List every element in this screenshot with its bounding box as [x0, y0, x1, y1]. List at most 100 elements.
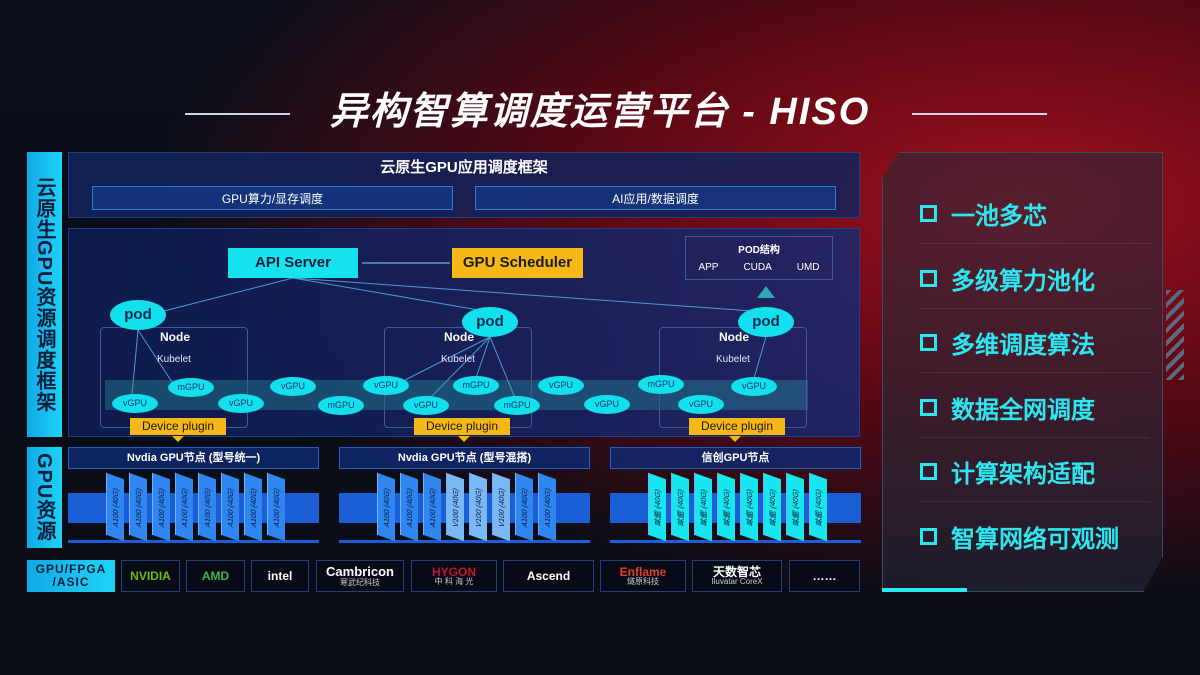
gpu-scheduler-box: GPU Scheduler: [452, 248, 583, 278]
vendor-subname: Iluvatar CoreX: [711, 577, 763, 587]
pod-structure-app: APP: [698, 262, 719, 273]
mgpu-ellipse: mGPU: [494, 396, 540, 415]
vendor-logo-7: Enflame 燧原科技: [600, 560, 686, 592]
vendor-logo-3: intel: [251, 560, 309, 592]
pod-structure-cuda: CUDA: [743, 262, 772, 273]
vendor-logo-4: Cambricon 寒武纪科技: [316, 560, 404, 592]
vgpu-ellipse: vGPU: [538, 376, 584, 395]
down-arrow-icon: [458, 436, 470, 442]
checkbox-icon: [920, 398, 937, 416]
gpu-chip-label: 昇腾 (40G): [791, 487, 800, 527]
gpu-chip-label: A100 (40G): [134, 486, 143, 529]
feature-label: 多级算力池化: [951, 267, 1095, 295]
checkbox-icon: [920, 334, 937, 352]
feature-label: 数据全网调度: [951, 396, 1095, 424]
title-decoration-right: [912, 113, 1047, 115]
vendor-logo-8: 天数智芯 Iluvatar CoreX: [692, 560, 782, 592]
gpu-chip: A100 (40G): [400, 472, 418, 542]
mgpu-ellipse: mGPU: [638, 375, 684, 394]
gpu-chip: A100 (40G): [106, 472, 124, 542]
gpu-chip: 昇腾 (40G): [740, 472, 758, 542]
gpu-chip-label: A100 (40G): [180, 486, 189, 529]
gpu-chip: A100 (40G): [221, 472, 239, 542]
gpu-chip-label: 昇腾 (40G): [768, 487, 777, 527]
pod-ellipse: pod: [738, 307, 794, 337]
line-pod2-a: [404, 336, 491, 381]
feature-label: 智算网络可观测: [951, 526, 1119, 553]
gpu-node-floor: [339, 540, 590, 543]
node-label: Node: [444, 330, 474, 344]
vendor-name: Cambricon: [326, 563, 394, 579]
gpu-chip: 昇腾 (40G): [671, 472, 689, 542]
vendor-name: Enflame: [619, 564, 667, 579]
device-plugin-box: Device plugin: [414, 418, 510, 435]
features-panel: [882, 152, 1163, 592]
feature-item: 一池多芯: [920, 196, 1047, 231]
resources-side-label: GPU资源: [27, 447, 62, 548]
framework-side-label: 云原生GPU资源调度框架: [27, 152, 62, 437]
checkbox-icon: [920, 463, 937, 481]
vgpu-ellipse: vGPU: [403, 396, 449, 415]
gpu-node-header: Nvdia GPU节点 (型号统一): [68, 447, 319, 469]
gpu-chip: A100 (40G): [129, 472, 147, 542]
gpu-chip-label: A100 (40G): [405, 486, 414, 529]
gpu-chip-label: 昇腾 (40G): [676, 487, 685, 527]
gpu-chip-label: 昇腾 (40G): [814, 487, 823, 527]
vendor-subname: 燧原科技: [627, 577, 659, 587]
pod-structure-title: POD结构: [738, 245, 780, 256]
gpu-chip: 昇腾 (40G): [809, 472, 827, 542]
vendor-subname: 中 科 海 光: [434, 577, 474, 587]
mgpu-ellipse: mGPU: [318, 396, 364, 415]
gpu-chip-label: 昇腾 (40G): [745, 487, 754, 527]
feature-divider: [920, 501, 1150, 503]
gpu-chip: 昇腾 (40G): [694, 472, 712, 542]
device-plugin-box: Device plugin: [130, 418, 226, 435]
kubelet-label: Kubelet: [441, 354, 475, 365]
vendor-logo-5: HYGON 中 科 海 光: [411, 560, 497, 592]
gpu-chip-label: V100 (40G): [497, 486, 506, 529]
gpu-chip: 昇腾 (40G): [717, 472, 735, 542]
vendor-name: Ascend: [526, 568, 571, 583]
feature-divider: [920, 372, 1150, 374]
gpu-chip: V100 (40G): [492, 472, 510, 542]
line-api-pod3: [292, 277, 767, 313]
panel-accent-bar: [882, 588, 967, 592]
vendor-logo-9: ……: [789, 560, 860, 592]
vendor-name: ……: [812, 568, 837, 583]
vendor-subname: 寒武纪科技: [340, 577, 380, 587]
vgpu-ellipse: vGPU: [731, 377, 777, 396]
gpu-chip: V100 (40G): [446, 472, 464, 542]
gpu-chip-label: A100 (40G): [520, 486, 529, 529]
gpu-chip: A100 (40G): [267, 472, 285, 542]
mgpu-ellipse: mGPU: [168, 378, 214, 397]
gpu-chip: 昇腾 (40G): [763, 472, 781, 542]
up-arrow-icon: [757, 286, 775, 298]
vendor-name: AMD: [201, 568, 230, 583]
vendor-logo-6: Ascend: [503, 560, 594, 592]
gpu-chip: A100 (40G): [198, 472, 216, 542]
feature-item: 多级算力池化: [920, 261, 1095, 296]
gpu-chip: A100 (40G): [538, 472, 556, 542]
gpu-chip-label: A100 (40G): [382, 486, 391, 529]
feature-divider: [920, 243, 1150, 244]
kubelet-label: Kubelet: [157, 354, 191, 365]
hardware-label: GPU/FPGA /ASIC: [27, 560, 115, 592]
vgpu-ellipse: vGPU: [218, 394, 264, 413]
line-pod1-vgpu: [131, 329, 139, 396]
vendor-logo-1: NVIDIA: [121, 560, 180, 592]
pod-structure-box: POD结构 APP CUDA UMD: [685, 236, 833, 280]
vendor-name: intel: [267, 568, 293, 583]
vendor-name: NVIDIA: [130, 568, 171, 583]
line-pod1-mgpu: [137, 329, 173, 383]
kubelet-label: Kubelet: [716, 354, 750, 365]
checkbox-icon: [920, 269, 937, 287]
vendor-name: HYGON: [431, 564, 476, 579]
feature-label: 一池多芯: [951, 203, 1047, 230]
node-label: Node: [719, 330, 749, 344]
vgpu-ellipse: vGPU: [678, 395, 724, 414]
gpu-chip: 昇腾 (40G): [786, 472, 804, 542]
vgpu-ellipse: vGPU: [363, 376, 409, 395]
gpu-node-floor: [68, 540, 319, 543]
pod-ellipse: pod: [462, 307, 518, 337]
gpu-chip-label: A100 (40G): [226, 486, 235, 529]
